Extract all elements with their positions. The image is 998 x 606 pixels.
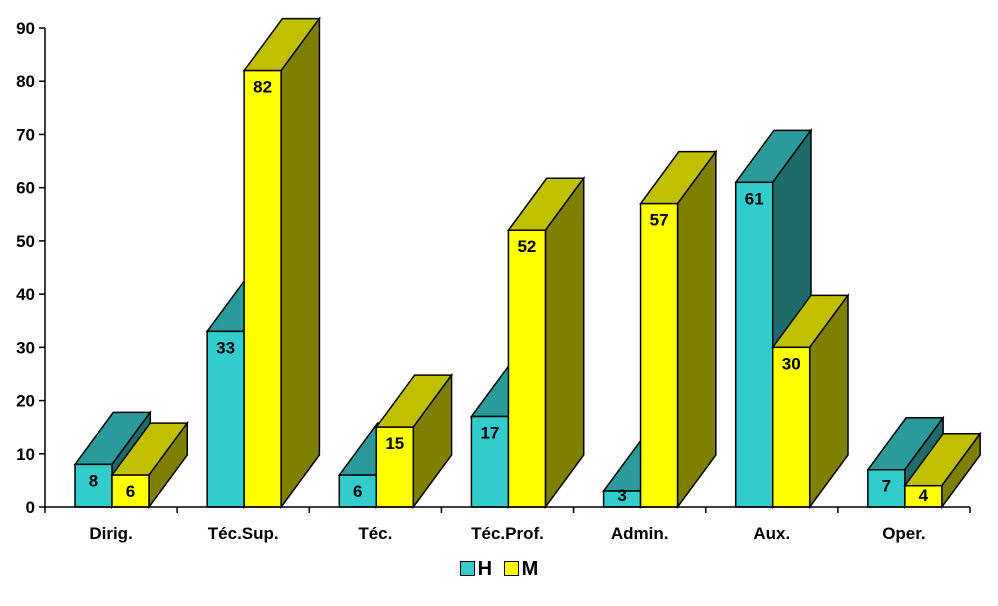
y-tick-label: 0 — [26, 498, 35, 517]
bar-side-face — [676, 149, 717, 510]
x-tick-label: Aux. — [753, 524, 790, 543]
bars-layer: 8 6 33 82 6 15 17 52 3 57 61 30 7 4 — [73, 16, 982, 510]
bar-front-face — [206, 330, 245, 508]
legend-label-m: M — [521, 558, 539, 580]
bar-front-face — [111, 474, 150, 508]
data-label: 33 — [216, 338, 235, 357]
x-tick-labels: Dirig. Téc.Sup. Téc. Téc.Prof. Admin. Aux. Ope… — [89, 524, 925, 543]
x-tick-label: Admin. — [611, 524, 669, 543]
x-tick-label: Oper. — [882, 524, 925, 543]
bar-m: 6 — [110, 420, 189, 510]
bar-front-face — [74, 463, 113, 508]
bar-front-face — [470, 415, 510, 508]
y-tick-label: 60 — [16, 179, 35, 198]
bar-m: 15 — [374, 372, 454, 510]
y-tick-label: 80 — [16, 72, 35, 91]
y-tick-label: 40 — [16, 285, 35, 304]
bar-m: 30 — [771, 293, 850, 510]
legend-label-h: H — [477, 558, 493, 580]
bar-side-face — [280, 16, 321, 510]
legend-item-m: M — [503, 558, 539, 581]
legend: H M — [0, 558, 998, 581]
y-tick-label: 20 — [16, 392, 35, 411]
legend-swatch-h — [459, 561, 475, 576]
bar-m: 82 — [242, 16, 321, 510]
data-label: 61 — [745, 189, 764, 208]
bar-front-face — [338, 474, 378, 508]
data-label: 30 — [782, 354, 801, 373]
y-tick-label: 90 — [16, 19, 35, 38]
data-label: 4 — [919, 486, 929, 505]
data-label: 57 — [650, 211, 669, 230]
y-tick-label: 70 — [16, 125, 35, 144]
y-tick-label: 50 — [16, 232, 35, 251]
y-tick-label: 10 — [16, 445, 35, 464]
bar-front-face — [734, 181, 774, 508]
bar-front-face — [639, 202, 679, 508]
bar-front-face — [771, 346, 811, 508]
data-label: 6 — [126, 482, 135, 501]
bar-front-face — [243, 69, 282, 508]
x-tick-label: Téc.Prof. — [471, 524, 544, 543]
bar-m: 52 — [506, 175, 586, 510]
ticks-layer: 0 10 20 30 40 50 60 70 80 90 — [16, 19, 971, 517]
bar-m: 4 — [903, 431, 982, 510]
bar-m: 57 — [639, 149, 718, 510]
data-label: 52 — [517, 237, 536, 256]
bar-front-face — [507, 229, 547, 508]
data-label: 3 — [617, 486, 626, 505]
axis-layer — [44, 28, 970, 508]
legend-swatch-m — [503, 561, 519, 576]
x-tick-label: Téc. — [358, 524, 392, 543]
x-tick-label: Téc.Sup. — [208, 524, 279, 543]
x-tick-label: Dirig. — [89, 524, 132, 543]
data-label: 15 — [385, 434, 404, 453]
legend-item-h: H — [459, 558, 493, 581]
data-label: 7 — [882, 477, 891, 496]
data-label: 6 — [353, 482, 362, 501]
data-label: 82 — [253, 78, 272, 97]
data-label: 8 — [89, 471, 98, 490]
bar-side-face — [544, 175, 585, 510]
y-tick-label: 30 — [16, 338, 35, 357]
data-label: 17 — [480, 424, 499, 443]
